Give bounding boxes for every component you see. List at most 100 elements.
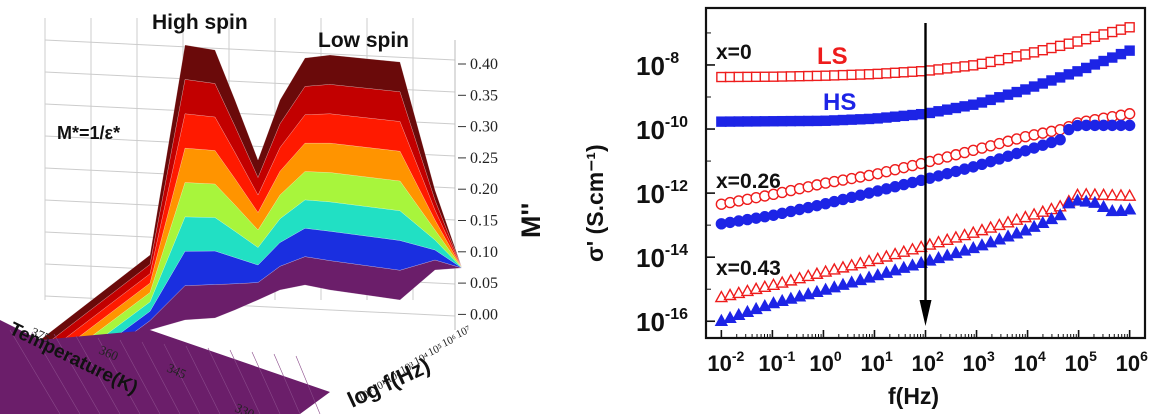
z-tick-label: 0.15 (470, 213, 498, 230)
data-point-ls (942, 63, 953, 74)
data-point-hs (775, 293, 789, 307)
y-axis: 10-16 10-14 10-12 10-10 10-8 (636, 32, 715, 337)
mesh-line (229, 349, 261, 414)
data-point-ls (733, 71, 744, 83)
data-point-hs (742, 116, 753, 127)
data-point-hs (968, 99, 979, 110)
z-tick-label: 0.05 (470, 275, 498, 292)
data-point-hs (1002, 89, 1014, 100)
data-point-hs (942, 104, 953, 115)
data-point-hs (768, 116, 779, 127)
formula-label: M*=1/ε* (57, 123, 120, 143)
data-point-hs (1018, 223, 1033, 236)
data-point-ls (976, 58, 988, 69)
data-point-ls (766, 277, 781, 290)
data-point-ls (1122, 188, 1137, 201)
data-point-ls (846, 69, 857, 81)
data-point-ls (1002, 52, 1014, 64)
data-point-ls (759, 71, 770, 82)
x-tick-label: 102 (912, 348, 944, 376)
mesh-line (9, 329, 61, 414)
data-point-ls (716, 71, 727, 83)
data-point-ls (1124, 22, 1135, 33)
data-point-ls (1063, 38, 1075, 49)
data-point-ls (950, 62, 962, 73)
data-point-hs (1088, 195, 1102, 208)
data-point-ls (1114, 188, 1128, 201)
data-point-hs (1072, 66, 1083, 77)
data-point-hs (750, 116, 762, 127)
z-tick-label: 0.20 (470, 181, 498, 198)
z-tick-label: 0.40 (470, 56, 498, 73)
data-point-hs (776, 115, 788, 127)
data-point-hs (766, 296, 781, 309)
mesh-line (53, 333, 101, 414)
x-tick-label: 103 (963, 348, 995, 376)
mesh-line (141, 341, 181, 414)
data-point-hs (1054, 72, 1066, 83)
data-point-hs (1079, 194, 1093, 207)
mesh-line (185, 345, 221, 414)
data-point-ls (907, 66, 918, 77)
data-point-hs (733, 116, 744, 127)
data-point-ls (872, 68, 883, 80)
x-axis-label: f(Hz) (888, 383, 939, 409)
data-point-ls (784, 273, 798, 286)
data-point-ls (1072, 36, 1083, 47)
data-point-ls (862, 254, 876, 267)
data-point-hs (1105, 203, 1119, 217)
data-point-hs (976, 97, 988, 108)
mesh-line (295, 355, 321, 414)
data-point-hs (1089, 59, 1101, 70)
data-point-ls (985, 56, 996, 68)
data-point-hs (1115, 48, 1127, 60)
data-point-ls (750, 71, 762, 83)
conductivity-chart: 10-2 10-1 100 101 102 103 104 105 106 10-16 10-14… (582, 6, 1148, 409)
data-point-ls (1096, 187, 1111, 201)
annotation-x0: x=0 (716, 41, 752, 64)
data-point-ls (1020, 49, 1031, 60)
z-tick-label: 0.35 (470, 87, 498, 104)
frequency-tick-label: 10⁴ (412, 351, 431, 368)
x-axis: 10-2 10-1 100 101 102 103 104 105 106 (707, 330, 1148, 376)
data-point-hs (1028, 81, 1040, 92)
data-point-hs (1037, 78, 1048, 89)
x-tick-label: 104 (1014, 348, 1046, 376)
data-point-hs (1123, 119, 1136, 132)
z-tick-label: 0.00 (470, 306, 498, 323)
data-point-hs (907, 109, 918, 121)
data-point-ls (794, 71, 805, 82)
data-point-ls (1115, 24, 1127, 35)
mesh-line (251, 351, 281, 414)
data-point-ls (933, 64, 944, 75)
y-axis-label: σ' (S.cm⁻¹) (582, 144, 608, 262)
data-point-ls (1028, 47, 1040, 58)
data-point-ls (811, 70, 823, 82)
mesh-line (75, 335, 121, 414)
annotation-x026: x=0.26 (716, 170, 781, 193)
data-point-ls (1105, 188, 1119, 201)
data-point-ls (1054, 40, 1066, 52)
data-point-ls (820, 70, 831, 81)
data-point-hs (1098, 55, 1109, 67)
data-point-ls (742, 71, 753, 83)
annotation-ls: LS (817, 43, 848, 70)
data-point-ls (1089, 31, 1101, 42)
frequency-tick-label: 10⁶ (440, 333, 459, 350)
data-point-hs (950, 102, 962, 114)
data-point-ls (994, 54, 1005, 66)
data-point-hs (881, 112, 892, 123)
frequency-tick-label: 10⁵ (426, 342, 445, 359)
high-spin-label: High spin (152, 11, 248, 34)
data-point-hs (1046, 75, 1057, 86)
x-tick-label: 106 (1116, 348, 1148, 376)
surface-chart: 0.40 0.35 0.30 0.25 0.20 0.15 0.10 0.05 0.00 375… (0, 11, 546, 414)
data-point-ls (1037, 44, 1048, 56)
data-point-ls (959, 61, 970, 72)
data-point-hs (1044, 211, 1059, 225)
data-point-hs (1011, 86, 1022, 98)
data-point-ls (837, 69, 849, 81)
frequency-axis-label: log f(Hz) (344, 353, 434, 413)
annotation-x043: x=0.43 (716, 257, 781, 280)
